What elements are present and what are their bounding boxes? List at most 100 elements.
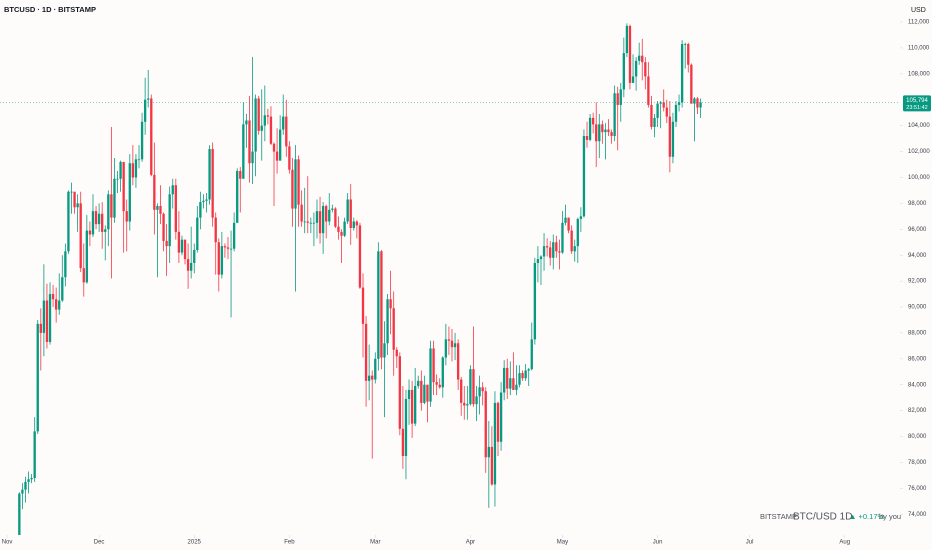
candle-body (693, 98, 696, 104)
candle-body (79, 203, 82, 269)
candle-body (101, 213, 104, 232)
candle-body (469, 369, 472, 405)
candle-body (638, 55, 641, 61)
candle-body (595, 124, 598, 142)
candle-body (398, 356, 401, 429)
y-tick-label: 100,000 (908, 175, 930, 181)
candle-body (579, 216, 583, 219)
candle-body (377, 251, 380, 359)
candle-body (570, 230, 573, 252)
candle-body (450, 340, 454, 348)
plot-area (0, 23, 900, 535)
candle-body (110, 194, 113, 218)
candle-body (297, 159, 300, 205)
candle-body (269, 116, 273, 144)
y-tick-label: 82,000 (908, 408, 927, 414)
candle-body (266, 115, 270, 117)
candle-body (45, 300, 49, 342)
candle-body (558, 251, 561, 253)
x-tick-label: Apr (466, 540, 475, 546)
y-tick-label: 86,000 (908, 356, 927, 362)
y-tick-label: 102,000 (908, 149, 930, 155)
candle-body (226, 247, 230, 249)
candle-body (260, 125, 263, 131)
candle-body (576, 218, 579, 247)
candle-body (143, 99, 147, 122)
candle-body (358, 225, 362, 288)
countdown-label: 23:51:42 (906, 105, 927, 111)
last-price-box (903, 95, 931, 112)
candle-body (641, 55, 644, 63)
candle-body (223, 246, 227, 248)
y-tick-label: 110,000 (908, 46, 930, 52)
candle-body (684, 44, 687, 45)
candle-body (318, 211, 322, 234)
candle-body (607, 129, 610, 133)
candle-body (392, 308, 395, 350)
candle-body (73, 191, 76, 208)
candle-body (217, 242, 220, 275)
candle-body (509, 378, 512, 389)
y-tick-label: 74,000 (908, 512, 927, 518)
candle-body (171, 185, 174, 195)
candle-body (254, 98, 257, 152)
candle-body (432, 348, 435, 383)
candle-body (536, 259, 540, 263)
candle-body (137, 159, 141, 161)
candle-body (61, 277, 64, 301)
candle-body (30, 478, 33, 480)
candle-body (426, 384, 429, 402)
author-label: by you (879, 512, 901, 521)
candle-body (321, 205, 325, 234)
candle-body (180, 239, 184, 253)
candle-body (420, 380, 423, 403)
candle-body (113, 178, 116, 218)
candle-body (294, 159, 297, 209)
x-tick-label: Aug (839, 540, 850, 546)
candle-body (67, 191, 70, 252)
candle-body (278, 129, 282, 161)
candle-body (438, 384, 441, 388)
candle-body (484, 391, 487, 458)
candle-body (668, 116, 672, 157)
candle-body (251, 151, 254, 164)
candle-body (27, 479, 30, 482)
candle-body (312, 222, 316, 224)
candle-body (159, 205, 162, 214)
candle-body (687, 44, 690, 65)
candle-body (275, 151, 279, 161)
candle-body (567, 217, 570, 231)
candle-body (512, 378, 515, 390)
candle-body (58, 300, 61, 310)
candle-body (76, 203, 79, 208)
candle-body (125, 211, 128, 222)
candle-body (300, 204, 303, 222)
candle-body (18, 493, 21, 535)
candle-body (414, 386, 417, 424)
candle-body (309, 222, 313, 224)
candle-body (613, 93, 616, 137)
candle-body (220, 246, 224, 275)
candle-body (229, 248, 233, 250)
candle-body (340, 231, 343, 236)
candle-body (263, 115, 266, 126)
candle-body (542, 246, 546, 257)
candle-body (168, 194, 171, 247)
candle-body (257, 98, 260, 131)
candle-body (475, 396, 478, 405)
candle-body (404, 398, 408, 456)
candle-body (245, 120, 248, 125)
candle-body (104, 229, 107, 232)
candle-body (530, 339, 533, 370)
candle-body (521, 373, 524, 379)
candle-body (680, 44, 684, 103)
y-tick-label: 80,000 (908, 434, 927, 440)
candle-body (361, 287, 365, 324)
candle-body (499, 392, 503, 442)
candle-body (429, 348, 432, 402)
candle-body (190, 262, 193, 271)
y-tick-label: 92,000 (908, 279, 927, 285)
candle-body (193, 250, 196, 263)
candle-body (367, 375, 371, 381)
